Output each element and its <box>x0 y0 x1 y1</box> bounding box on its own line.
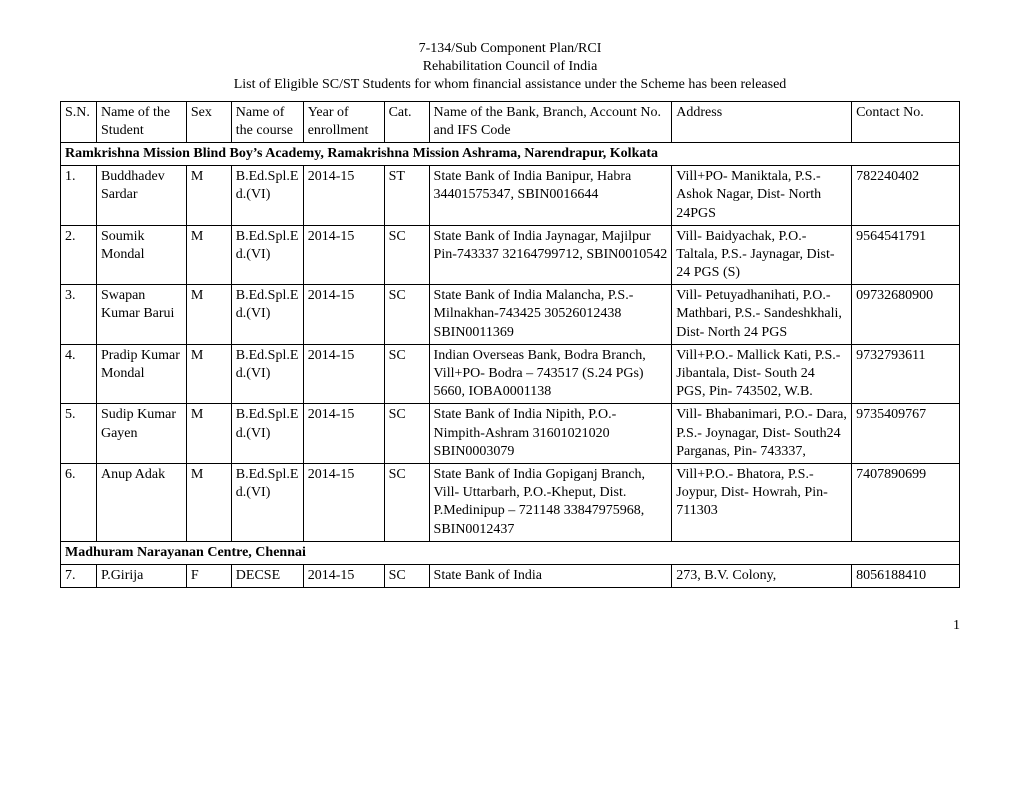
cell-sn: 2. <box>61 225 97 285</box>
table-row: 5. Sudip Kumar Gayen M B.Ed.Spl.Ed.(VI) … <box>61 404 960 464</box>
table-row: 1. Buddhadev Sardar M B.Ed.Spl.Ed.(VI) 2… <box>61 166 960 226</box>
table-row: 2. Soumik Mondal M B.Ed.Spl.Ed.(VI) 2014… <box>61 225 960 285</box>
header-line-2: Rehabilitation Council of India <box>60 58 960 76</box>
col-bank: Name of the Bank, Branch, Account No. an… <box>429 101 672 142</box>
cell-name: Swapan Kumar Barui <box>96 285 186 345</box>
document-header: 7-134/Sub Component Plan/RCI Rehabilitat… <box>60 40 960 95</box>
cell-name: Pradip Kumar Mondal <box>96 344 186 404</box>
cell-contact: 9732793611 <box>852 344 960 404</box>
section-row-2: Madhuram Narayanan Centre, Chennai <box>61 541 960 564</box>
cell-cat: SC <box>384 463 429 541</box>
cell-year: 2014-15 <box>303 463 384 541</box>
cell-name: Buddhadev Sardar <box>96 166 186 226</box>
students-table: S.N. Name of the Student Sex Name of the… <box>60 101 960 589</box>
table-row: 4. Pradip Kumar Mondal M B.Ed.Spl.Ed.(VI… <box>61 344 960 404</box>
table-row: 3. Swapan Kumar Barui M B.Ed.Spl.Ed.(VI)… <box>61 285 960 345</box>
col-name: Name of the Student <box>96 101 186 142</box>
col-cat: Cat. <box>384 101 429 142</box>
table-row: 7. P.Girija F DECSE 2014-15 SC State Ban… <box>61 564 960 587</box>
cell-address: Vill- Petuyadhanihati, P.O.- Mathbari, P… <box>672 285 852 345</box>
cell-bank: State Bank of India Jaynagar, Majilpur P… <box>429 225 672 285</box>
col-sex: Sex <box>186 101 231 142</box>
cell-bank: State Bank of India Gopiganj Branch, Vil… <box>429 463 672 541</box>
col-address: Address <box>672 101 852 142</box>
table-row: 6. Anup Adak M B.Ed.Spl.Ed.(VI) 2014-15 … <box>61 463 960 541</box>
cell-sex: M <box>186 404 231 464</box>
cell-sex: M <box>186 344 231 404</box>
header-line-1: 7-134/Sub Component Plan/RCI <box>60 40 960 58</box>
cell-sn: 3. <box>61 285 97 345</box>
cell-year: 2014-15 <box>303 564 384 587</box>
cell-address: 273, B.V. Colony, <box>672 564 852 587</box>
col-contact: Contact No. <box>852 101 960 142</box>
cell-contact: 09732680900 <box>852 285 960 345</box>
cell-address: Vill- Baidyachak, P.O.- Taltala, P.S.- J… <box>672 225 852 285</box>
col-year: Year of enrollment <box>303 101 384 142</box>
cell-cat: ST <box>384 166 429 226</box>
cell-cat: SC <box>384 404 429 464</box>
cell-sex: M <box>186 166 231 226</box>
cell-course: B.Ed.Spl.Ed.(VI) <box>231 166 303 226</box>
cell-name: P.Girija <box>96 564 186 587</box>
cell-course: B.Ed.Spl.Ed.(VI) <box>231 463 303 541</box>
cell-sn: 4. <box>61 344 97 404</box>
cell-course: DECSE <box>231 564 303 587</box>
cell-contact: 9564541791 <box>852 225 960 285</box>
cell-year: 2014-15 <box>303 166 384 226</box>
cell-course: B.Ed.Spl.Ed.(VI) <box>231 344 303 404</box>
cell-course: B.Ed.Spl.Ed.(VI) <box>231 225 303 285</box>
cell-course: B.Ed.Spl.Ed.(VI) <box>231 285 303 345</box>
cell-bank: State Bank of India Malancha, P.S.-Milna… <box>429 285 672 345</box>
cell-name: Sudip Kumar Gayen <box>96 404 186 464</box>
cell-year: 2014-15 <box>303 344 384 404</box>
section-title-2: Madhuram Narayanan Centre, Chennai <box>61 541 960 564</box>
cell-sex: M <box>186 225 231 285</box>
col-course: Name of the course <box>231 101 303 142</box>
cell-year: 2014-15 <box>303 285 384 345</box>
cell-address: Vill- Bhabanimari, P.O.- Dara, P.S.- Joy… <box>672 404 852 464</box>
cell-sn: 6. <box>61 463 97 541</box>
cell-bank: State Bank of India Banipur, Habra 34401… <box>429 166 672 226</box>
cell-contact: 7407890699 <box>852 463 960 541</box>
section-row-1: Ramkrishna Mission Blind Boy’s Academy, … <box>61 142 960 165</box>
cell-bank: Indian Overseas Bank, Bodra Branch, Vill… <box>429 344 672 404</box>
cell-bank: State Bank of India <box>429 564 672 587</box>
cell-contact: 9735409767 <box>852 404 960 464</box>
cell-year: 2014-15 <box>303 225 384 285</box>
cell-address: Vill+PO- Maniktala, P.S.- Ashok Nagar, D… <box>672 166 852 226</box>
cell-sn: 1. <box>61 166 97 226</box>
cell-cat: SC <box>384 344 429 404</box>
cell-sn: 7. <box>61 564 97 587</box>
cell-contact: 8056188410 <box>852 564 960 587</box>
header-line-3: List of Eligible SC/ST Students for whom… <box>60 76 960 94</box>
cell-year: 2014-15 <box>303 404 384 464</box>
cell-cat: SC <box>384 225 429 285</box>
cell-name: Soumik Mondal <box>96 225 186 285</box>
cell-cat: SC <box>384 564 429 587</box>
cell-sex: M <box>186 463 231 541</box>
cell-bank: State Bank of India Nipith, P.O.-Nimpith… <box>429 404 672 464</box>
cell-cat: SC <box>384 285 429 345</box>
cell-sn: 5. <box>61 404 97 464</box>
cell-name: Anup Adak <box>96 463 186 541</box>
cell-address: Vill+P.O.- Bhatora, P.S.- Joypur, Dist- … <box>672 463 852 541</box>
cell-sex: M <box>186 285 231 345</box>
cell-contact: 782240402 <box>852 166 960 226</box>
table-header-row: S.N. Name of the Student Sex Name of the… <box>61 101 960 142</box>
cell-sex: F <box>186 564 231 587</box>
section-title-1: Ramkrishna Mission Blind Boy’s Academy, … <box>61 142 960 165</box>
cell-address: Vill+P.O.- Mallick Kati, P.S.- Jibantala… <box>672 344 852 404</box>
cell-course: B.Ed.Spl.Ed.(VI) <box>231 404 303 464</box>
page-number: 1 <box>60 618 960 634</box>
col-sn: S.N. <box>61 101 97 142</box>
